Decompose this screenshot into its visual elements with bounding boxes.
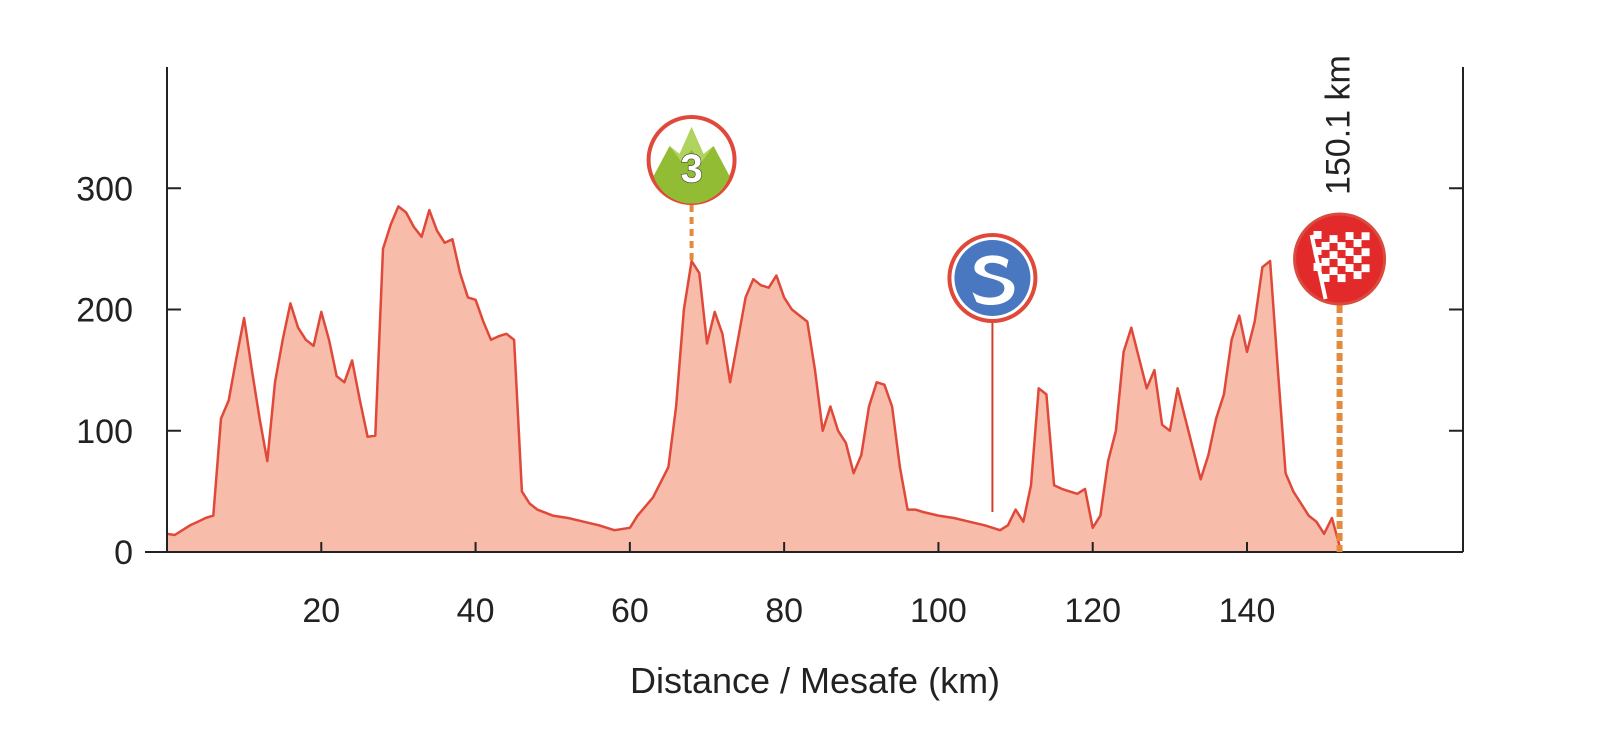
- x-tick-label: 100: [910, 592, 967, 630]
- sprint-icon: [947, 233, 1038, 323]
- x-axis-title: Distance / Mesafe (km): [630, 660, 1000, 701]
- elevation-line: [166, 205, 1341, 547]
- finish-marker: 150.1 km: [1293, 55, 1387, 552]
- mountain-climb-icon: 3: [646, 115, 737, 205]
- finish-distance-label: 150.1 km: [1320, 55, 1358, 195]
- y-tick-label: 200: [76, 292, 133, 330]
- y-tick-label: 100: [76, 413, 133, 451]
- checkered-flag-icon: [1293, 212, 1387, 306]
- elevation-area-layer: [166, 205, 1341, 552]
- x-tick-label: 120: [1064, 592, 1121, 630]
- y-tick-label: 0: [114, 534, 133, 572]
- tick-layer: 20 40 60 80 100 120 140 0 100 200 300: [76, 170, 1463, 630]
- y-tick-label: 300: [76, 170, 133, 208]
- climb-marker: 3: [646, 115, 737, 261]
- route-markers: 3 150.1 km: [646, 55, 1387, 552]
- climb-category-label: 3: [680, 147, 702, 191]
- x-tick-label: 20: [302, 592, 340, 630]
- sprint-marker: [947, 233, 1038, 512]
- elevation-area: [167, 206, 1340, 552]
- x-tick-label: 40: [457, 592, 495, 630]
- x-tick-label: 80: [765, 592, 803, 630]
- x-tick-label: 60: [611, 592, 649, 630]
- x-tick-label: 140: [1219, 592, 1276, 630]
